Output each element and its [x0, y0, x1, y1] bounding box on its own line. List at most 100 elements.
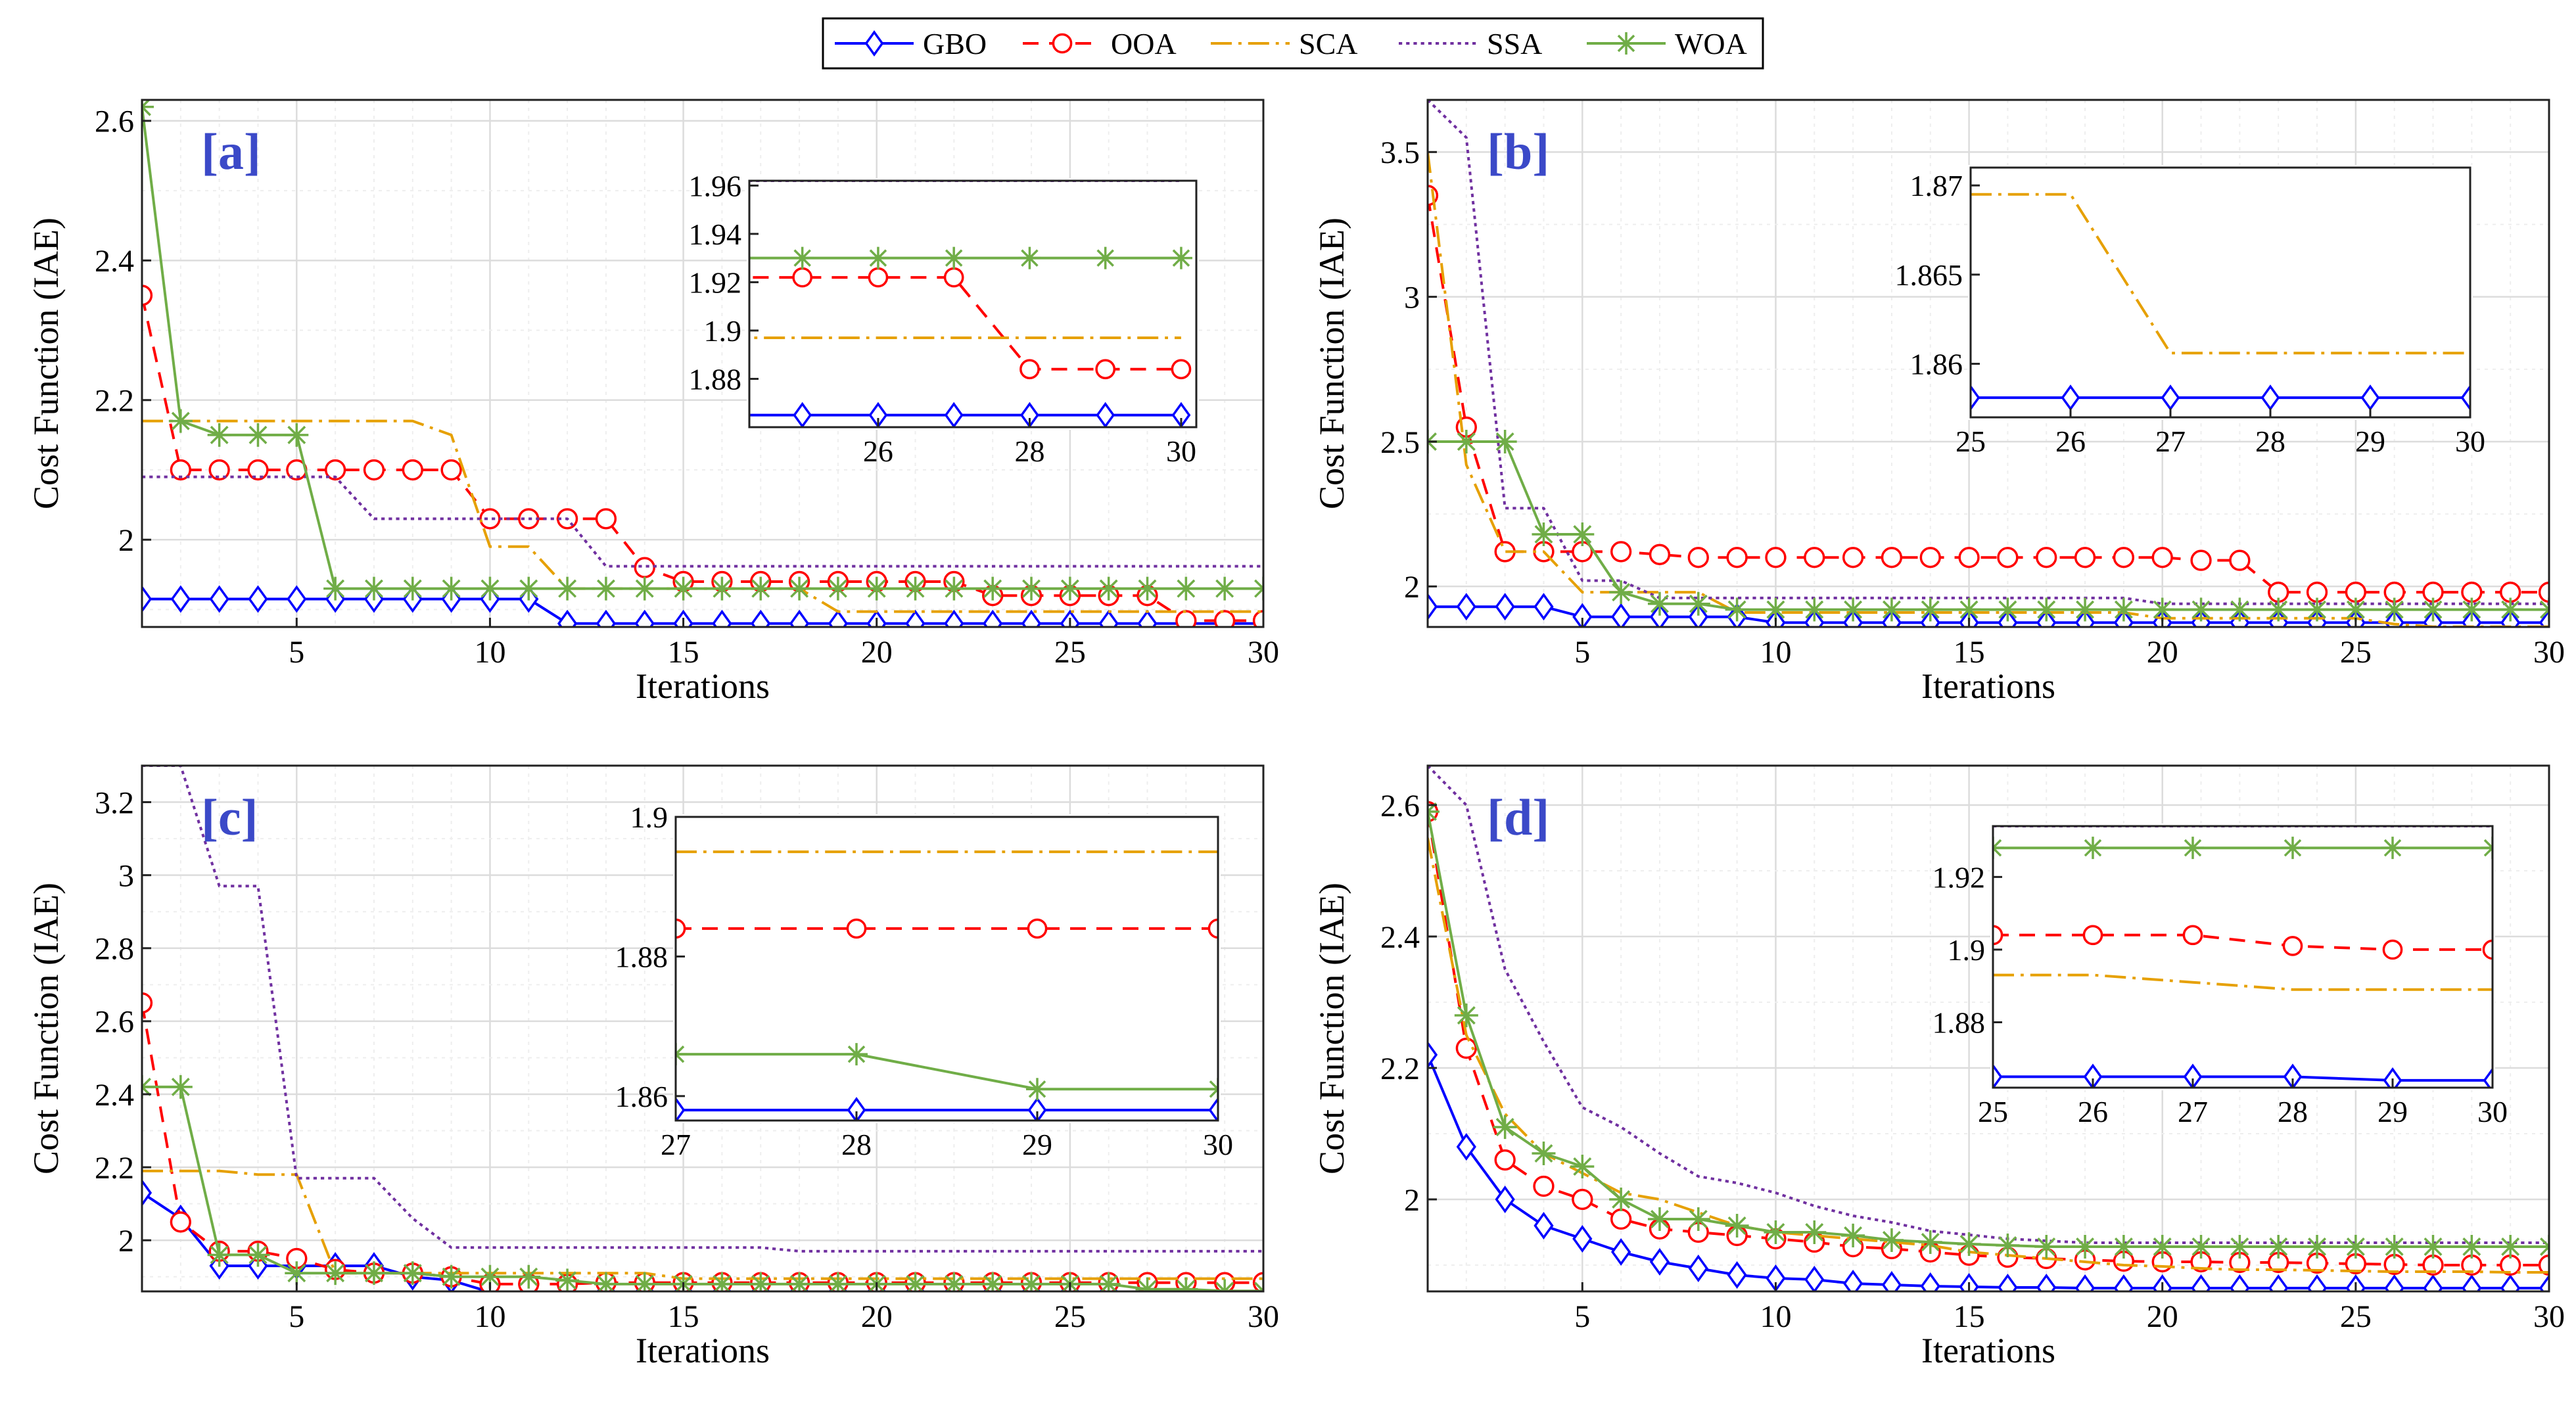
panel-d-marker-woa: [2421, 1235, 2445, 1259]
panel-a-marker-woa: [362, 576, 386, 601]
panel-c: 5 10 15 20 25 30 2 2.2 2.4 2.6 2.8 3 3.2 Iterations Co…: [26, 764, 1279, 1370]
panel-d-marker-gbo: [1727, 1261, 1747, 1289]
panel-a-marker-woa: [400, 576, 425, 601]
legend-label-gbo: GBO: [923, 27, 987, 60]
panel-a-marker-woa: [1019, 576, 1044, 601]
panel-b-marker-ooa: [1804, 547, 1825, 568]
panel-a-marker-woa: [594, 576, 618, 601]
panel-d-xtick-label: 25: [2340, 1299, 2372, 1334]
panel-d-marker-woa: [2073, 1235, 2097, 1259]
panel-a-inset-marker-woa: [1018, 246, 1041, 269]
panel-a-marker-gbo: [142, 585, 152, 613]
panel-c-xtick-label: 15: [668, 1299, 699, 1334]
panel-a-inset-plot-area: [749, 181, 1196, 427]
panel-c-marker-woa: [323, 1261, 348, 1285]
panel-d-marker-gbo: [1688, 1255, 1708, 1282]
panel-a-marker-ooa: [1214, 610, 1236, 627]
panel-c-marker-woa: [478, 1264, 502, 1289]
panel-b-marker-woa: [1454, 429, 1478, 453]
panel-d-inset: 25 26 27 28 29 30 1.88 1.9 1.92: [1932, 823, 2508, 1128]
panel-b-marker-gbo: [1456, 593, 1476, 621]
panel-a-marker-woa: [826, 576, 850, 601]
panel-b-marker-ooa: [2229, 549, 2251, 571]
panel-a-inset-marker-woa: [943, 246, 966, 269]
panel-b-marker-ooa: [1881, 547, 1903, 568]
panel-a-marker-woa: [478, 576, 502, 601]
panel-b-inset-xtick-label: 25: [1955, 425, 1986, 458]
panel-a-inset-ytick-label: 1.88: [689, 363, 742, 396]
panel-b-marker-woa: [2343, 597, 2368, 622]
panel-a-inset-marker-woa: [1094, 246, 1117, 269]
panel-a-marker-woa: [517, 576, 541, 601]
panel-b-marker-woa: [2266, 597, 2291, 622]
panel-c-ytick-label: 3.2: [95, 785, 134, 820]
panel-c-marker-gbo: [142, 1179, 152, 1207]
panel-b-inset-xtick-label: 27: [2155, 425, 2186, 458]
panel-d-marker-gbo: [2113, 1274, 2134, 1291]
panel-a-inset: 26 28 30 1.88 1.9 1.92 1.94 1.96: [689, 169, 1199, 468]
panel-b-marker-gbo: [1495, 593, 1515, 621]
panel-a-marker-gbo: [209, 585, 229, 613]
panel-c-marker-woa: [517, 1264, 541, 1289]
panel-d-ylabel: Cost Function (IAE): [1312, 883, 1351, 1174]
panel-d-marker-gbo: [2384, 1274, 2404, 1291]
panel-d-ytick-label: 2.4: [1380, 920, 1420, 955]
panel-d-marker-woa: [1686, 1207, 1710, 1231]
panel-b-marker-woa: [1570, 522, 1595, 546]
panel-d-marker-gbo: [1428, 1041, 1438, 1069]
panel-a-inset-marker-woa: [1169, 246, 1192, 269]
panel-b-ytick-label: 3: [1404, 280, 1420, 315]
panel-a-marker-woa: [671, 576, 695, 601]
panel-d-marker-gbo: [1534, 1212, 1554, 1239]
panel-d-inset-marker-ooa: [2282, 936, 2303, 956]
panel-d-inset-series: [1993, 826, 2493, 1088]
panel-b-inset-ytick-label: 1.865: [1895, 258, 1963, 292]
panel-b-inset-xtick-label: 30: [2455, 425, 2485, 458]
panel-d-inset-marker-gbo: [1993, 1063, 2003, 1088]
panel-d-marker-woa: [2111, 1235, 2136, 1259]
panel-a-marker-gbo: [712, 609, 732, 627]
panel-c-inset-frame: [674, 816, 1219, 1122]
panel-b-inset-xtick-label: 28: [2255, 425, 2285, 458]
panel-d-inset-marker-ooa: [1993, 925, 2003, 946]
panel-d-inset-marker-gbo: [2183, 1063, 2203, 1088]
panel-b-marker-ooa: [1842, 547, 1864, 568]
panel-c-marker-woa: [1019, 1272, 1044, 1291]
panel-a-marker-gbo: [596, 609, 617, 627]
panel-b-marker-ooa: [1765, 547, 1787, 568]
panel-c-marker-woa: [1096, 1272, 1121, 1291]
panel-d-marker-gbo: [2539, 1274, 2549, 1291]
panel-b-marker-gbo: [1428, 593, 1438, 621]
panel-a-marker-gbo: [905, 609, 925, 627]
panel-d-inset-xtick-label: 30: [2477, 1095, 2508, 1128]
panel-d-inset-marker-gbo: [2083, 1063, 2103, 1088]
panel-d-xtick-label: 15: [1954, 1299, 1985, 1334]
panel-c-ytick-label: 2.4: [95, 1078, 134, 1113]
panel-d-xlabel: Iterations: [1921, 1331, 2055, 1370]
panel-b-marker-woa: [1725, 597, 1749, 622]
panel-c-xtick-label: 5: [289, 1299, 304, 1334]
panel-b-marker-woa: [1647, 591, 1672, 616]
panel-b-marker-ooa: [2036, 547, 2057, 568]
panel-a-marker-woa: [710, 576, 734, 601]
panel-d-marker-woa: [1996, 1234, 2020, 1257]
panel-c-inset-plot-area: [676, 817, 1218, 1121]
panel-d-ytick-label: 2.2: [1380, 1052, 1420, 1086]
panel-c-frame: [141, 764, 1265, 1293]
panel-b-marker-woa: [1802, 597, 1827, 622]
panel-b-inset-line-sca: [1971, 193, 2470, 355]
panel-d-inset-xtick-label: 27: [2178, 1095, 2208, 1128]
panel-a-marker-gbo: [287, 585, 307, 613]
panel-d-marker-woa: [1957, 1232, 1981, 1256]
panel-b-ytick-label: 2.5: [1380, 425, 1420, 460]
panel-d-inset-xtick-label: 29: [2377, 1095, 2408, 1128]
panel-d-marker-woa: [2305, 1235, 2330, 1259]
panel-d-marker-ooa: [2538, 1254, 2549, 1276]
panel-a-inset-marker-woa: [791, 246, 814, 269]
panel-a-xtick-label: 15: [668, 635, 699, 670]
panel-d-marker-woa: [1454, 1004, 1478, 1027]
panel-a-inset-marker-ooa: [868, 267, 889, 288]
panel-d-line-sca: [1428, 837, 2549, 1274]
panel-d-marker-gbo: [1998, 1274, 2018, 1291]
panel-c-inset-marker-gbo: [676, 1097, 686, 1121]
